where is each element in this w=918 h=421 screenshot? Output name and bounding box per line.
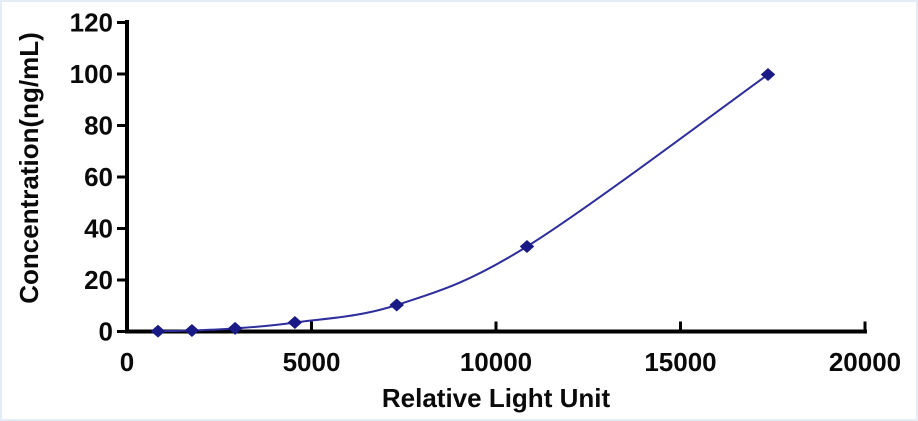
data-point-marker bbox=[184, 324, 200, 337]
data-point-marker bbox=[150, 324, 166, 338]
axes-group: 0 20 40 60 80 100 120 0 5000 10000 15000 20000 bbox=[70, 8, 902, 378]
x-tick-label: 10000 bbox=[460, 347, 532, 377]
data-point-marker bbox=[760, 68, 776, 81]
x-tick-label: 0 bbox=[120, 347, 134, 377]
y-tick-label: 0 bbox=[99, 317, 113, 347]
data-point-marker bbox=[519, 240, 535, 253]
y-tick-label: 40 bbox=[84, 214, 113, 244]
y-tick-label: 120 bbox=[70, 8, 113, 38]
series-group bbox=[150, 68, 776, 338]
y-tick-label: 20 bbox=[84, 265, 113, 295]
y-tick-label: 60 bbox=[84, 162, 113, 192]
data-point-marker bbox=[227, 321, 243, 335]
data-point-marker bbox=[287, 316, 303, 329]
y-axis-title: Concentration(ng/mL) bbox=[14, 32, 44, 304]
data-point-marker bbox=[389, 298, 404, 312]
x-tick-label: 20000 bbox=[829, 347, 901, 377]
x-axis-title: Relative Light Unit bbox=[382, 383, 611, 413]
y-tick-label: 80 bbox=[84, 111, 113, 141]
x-tick-label: 5000 bbox=[283, 347, 341, 377]
series-line bbox=[157, 73, 769, 333]
x-tick-label: 15000 bbox=[644, 347, 716, 377]
y-tick-label: 100 bbox=[70, 59, 113, 89]
